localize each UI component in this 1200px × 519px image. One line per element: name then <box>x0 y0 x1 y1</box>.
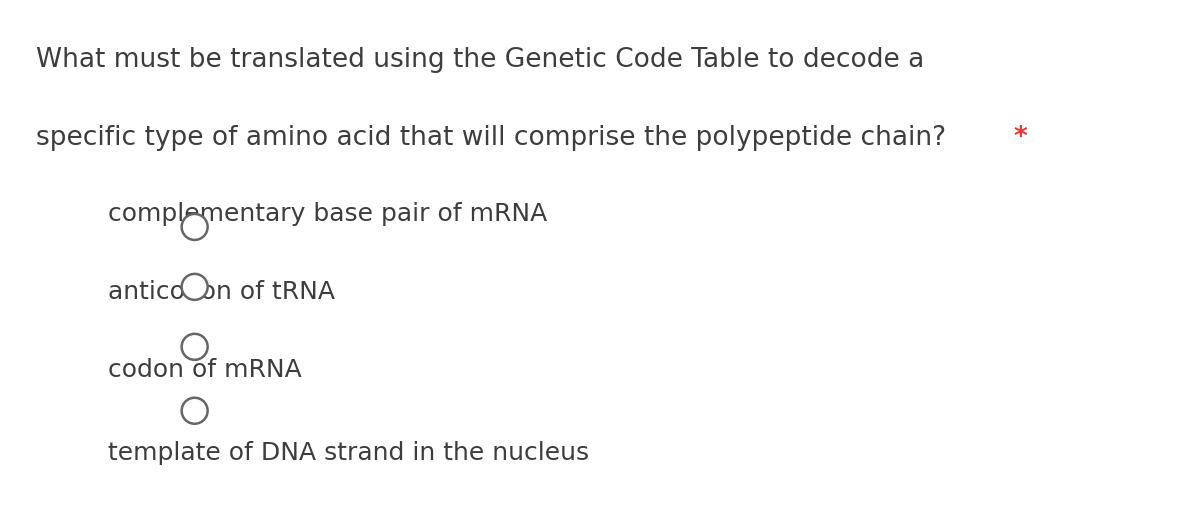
Text: What must be translated using the Genetic Code Table to decode a: What must be translated using the Geneti… <box>36 47 924 73</box>
Text: complementary base pair of mRNA: complementary base pair of mRNA <box>108 202 547 226</box>
Text: specific type of amino acid that will comprise the polypeptide chain?: specific type of amino acid that will co… <box>36 125 946 151</box>
Text: *: * <box>1014 125 1027 151</box>
Text: template of DNA strand in the nucleus: template of DNA strand in the nucleus <box>108 441 589 465</box>
Text: codon of mRNA: codon of mRNA <box>108 358 301 381</box>
Text: anticodon of tRNA: anticodon of tRNA <box>108 280 335 304</box>
